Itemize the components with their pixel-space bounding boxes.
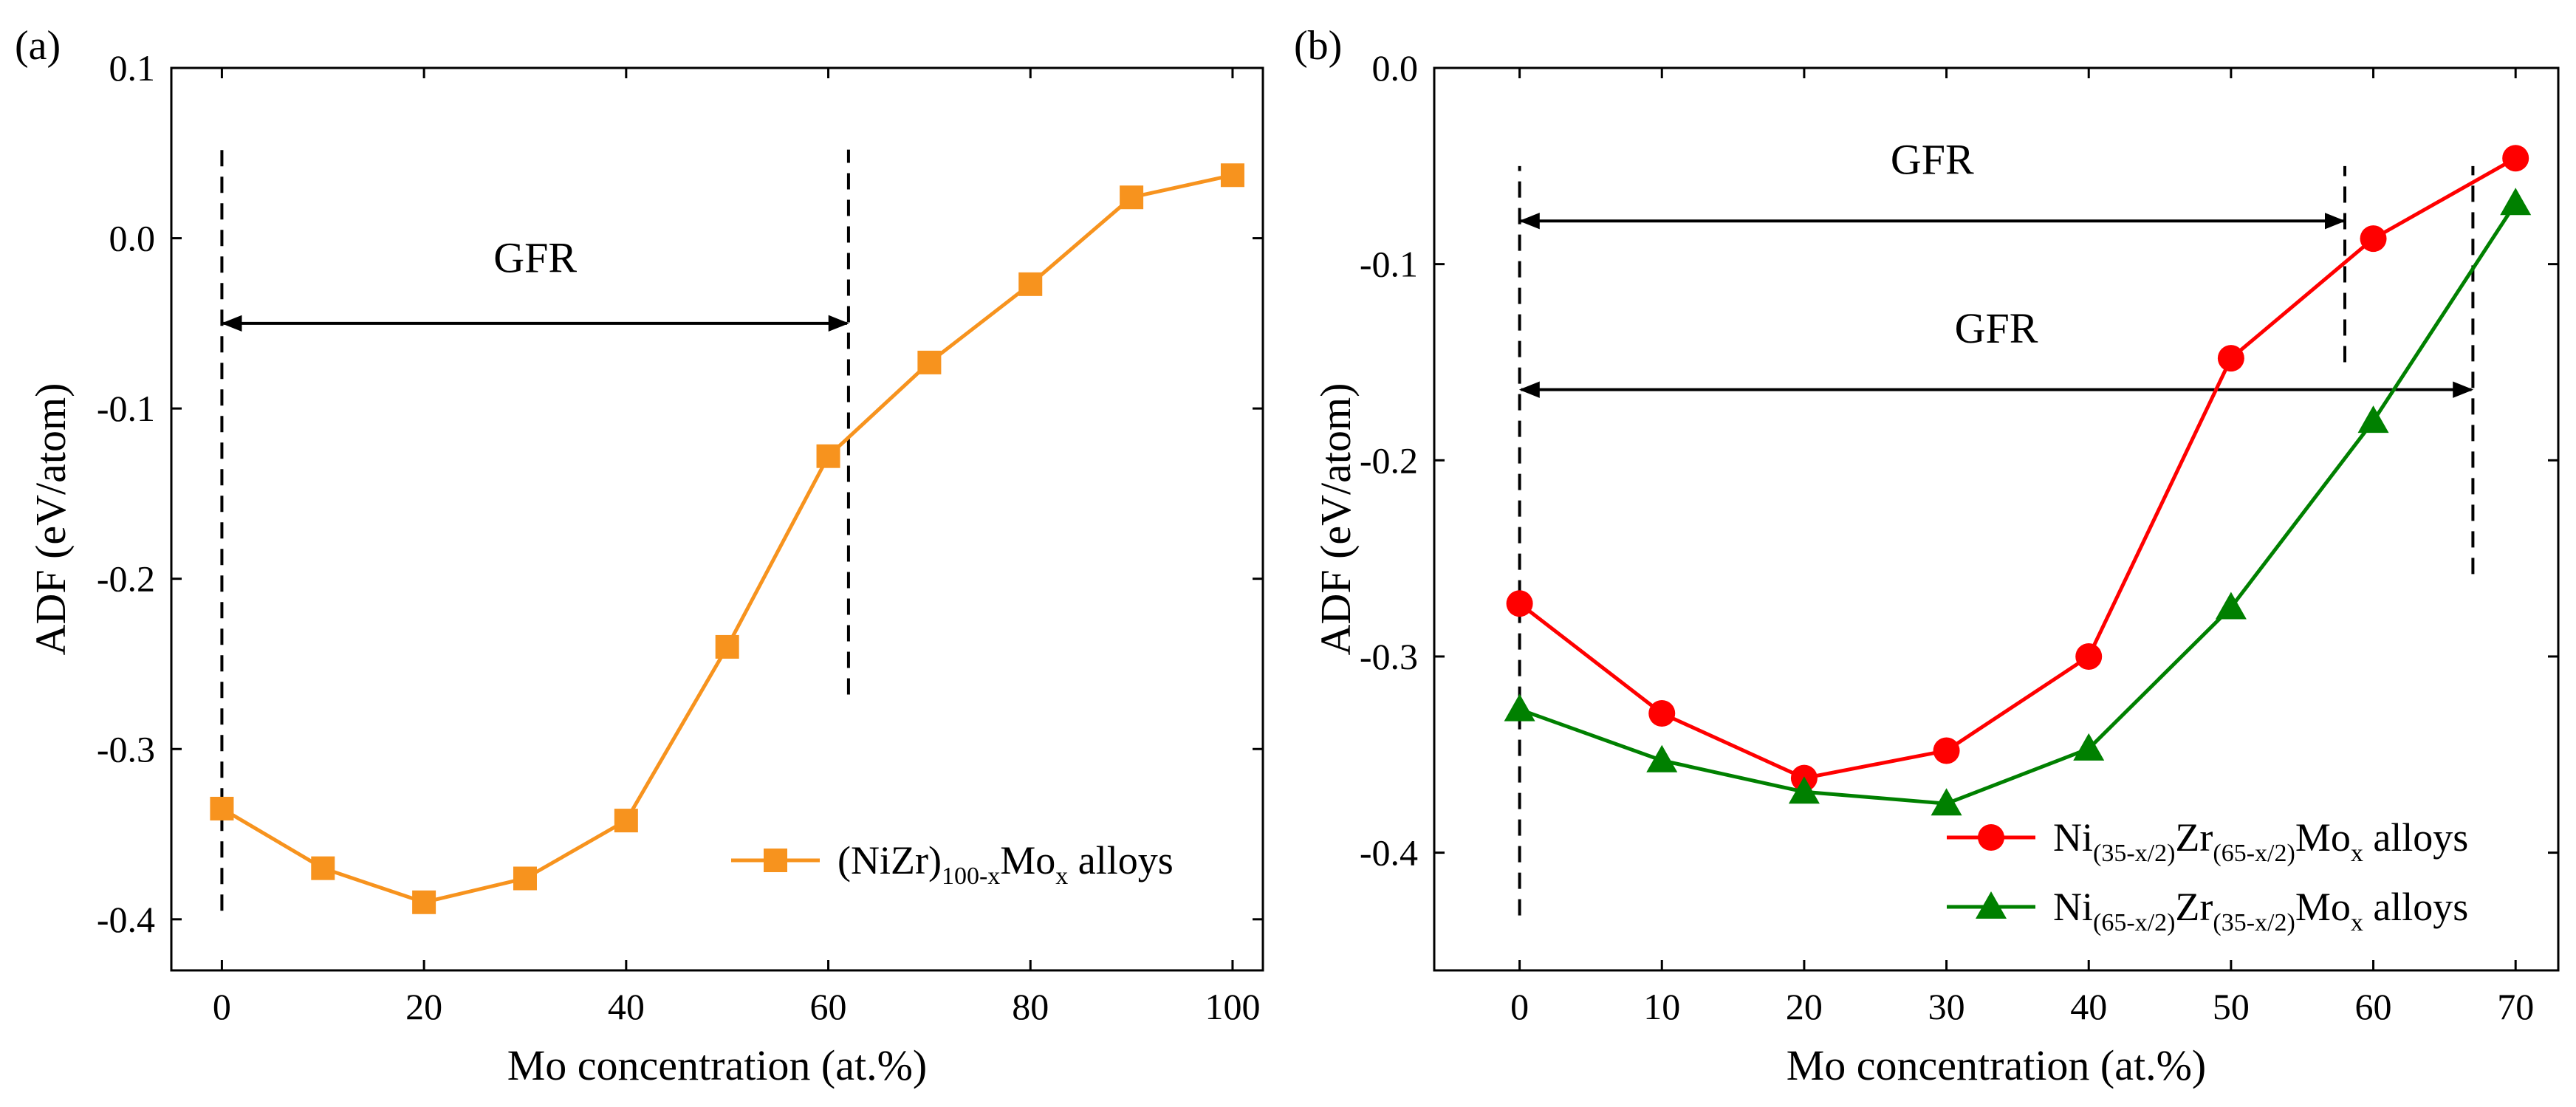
y-tick-label: -0.3 — [97, 728, 155, 770]
legend-subscript: (65-x/2) — [2213, 840, 2295, 867]
panel-label: (b) — [1294, 23, 1342, 69]
x-tick-label: 40 — [2070, 986, 2107, 1027]
data-point — [1648, 699, 1676, 727]
data-point — [2500, 188, 2532, 216]
x-tick-label: 60 — [810, 986, 847, 1027]
data-point — [2217, 345, 2244, 372]
legend-subscript: 100-x — [942, 863, 1000, 890]
data-point — [1506, 590, 1533, 617]
x-tick-label: 20 — [1786, 986, 1823, 1027]
data-point — [1933, 737, 1960, 764]
data-point — [311, 856, 335, 880]
data-point — [412, 890, 436, 914]
legend-entry-label: (NiZr)100-xMox alloys — [837, 838, 1174, 890]
legend-subscript: (35-x/2) — [2093, 840, 2175, 867]
data-point — [715, 634, 739, 659]
y-axis-title: ADF (eV/atom) — [27, 383, 75, 656]
data-point — [1220, 163, 1244, 188]
data-point — [2360, 225, 2387, 253]
y-tick-label: 0.0 — [1372, 47, 1419, 89]
legend-text-part: Mo — [2295, 885, 2351, 929]
data-point — [816, 444, 840, 468]
legend-marker — [1978, 824, 2004, 851]
data-point — [513, 866, 537, 891]
chart-panel-a: (a) 0 20 40 60 80 100 0.1 0.0 -0.1 -0.2 -0.3 -0.4 Mo … — [15, 23, 1264, 1089]
data-point — [1788, 776, 1820, 804]
y-tick-label: 0.1 — [109, 47, 156, 89]
y-tick-label: -0.2 — [1360, 439, 1418, 481]
y-tick-label: 0.0 — [109, 218, 156, 259]
data-point — [614, 809, 638, 833]
series-line — [221, 173, 1233, 905]
data-point — [2073, 733, 2105, 761]
plot-frame — [1433, 66, 2560, 972]
x-tick-label: 60 — [2355, 986, 2392, 1027]
x-tick-label: 10 — [1643, 986, 1680, 1027]
data-point — [2502, 145, 2529, 172]
y-tick-label: -0.2 — [97, 558, 155, 600]
legend-text-part: Ni — [2053, 815, 2093, 860]
legend-marker — [1976, 891, 2007, 919]
legend-text-part: Mo — [1000, 838, 1055, 882]
x-axis-title: Mo concentration (at.%) — [1787, 1041, 2207, 1089]
legend-subscript: (35-x/2) — [2213, 909, 2295, 936]
legend-text-part: Zr — [2175, 815, 2213, 860]
legend-entry-label: Ni(35-x/2)Zr(65-x/2)Mox alloys — [2053, 815, 2468, 867]
legend-text-part: Zr — [2175, 885, 2213, 929]
chart-panel-b: (b) 0 10 20 30 40 50 60 70 0.0 -0.1 -0.2 -0.3 -0.4 Mo … — [1294, 23, 2560, 1089]
data-point — [1504, 693, 1535, 722]
legend-text-part: alloys — [2363, 885, 2469, 929]
x-axis-title: Mo concentration (at.%) — [507, 1041, 928, 1089]
gfr-label: GFR — [493, 234, 577, 282]
legend-entry-label: Ni(65-x/2)Zr(35-x/2)Mox alloys — [2053, 885, 2468, 936]
legend-text-part: Mo — [2295, 815, 2351, 860]
data-point — [2357, 405, 2389, 433]
x-tick-label: 50 — [2213, 986, 2250, 1027]
x-tick-label: 20 — [405, 986, 442, 1027]
gfr-label: GFR — [1891, 135, 1974, 183]
y-tick-label: -0.1 — [1360, 244, 1418, 285]
plot-frame — [170, 66, 1264, 972]
panel-label: (a) — [15, 23, 61, 69]
x-tick-label: 0 — [213, 986, 231, 1027]
legend-text-part: Ni — [2053, 885, 2093, 929]
legend-marker — [764, 849, 787, 872]
gfr-label: GFR — [1955, 304, 2038, 352]
x-tick-label: 80 — [1012, 986, 1049, 1027]
x-tick-label: 40 — [608, 986, 645, 1027]
legend-text-part: alloys — [2363, 815, 2469, 860]
x-tick-label: 0 — [1510, 986, 1529, 1027]
x-tick-label: 100 — [1205, 986, 1260, 1027]
legend-subscript: x — [2351, 840, 2363, 867]
y-tick-label: -0.4 — [1360, 832, 1418, 874]
data-point — [917, 350, 942, 374]
legend-subscript: x — [2351, 909, 2363, 936]
series-line — [1518, 202, 2518, 806]
legend-subscript: (65-x/2) — [2093, 909, 2175, 936]
legend-text-part: (NiZr) — [837, 838, 942, 882]
data-point — [2215, 592, 2247, 620]
data-point — [2075, 642, 2103, 670]
data-point — [1120, 185, 1144, 210]
data-point — [1646, 744, 1678, 772]
data-point — [1018, 272, 1043, 296]
y-tick-label: -0.1 — [97, 388, 155, 429]
y-tick-label: -0.3 — [1360, 636, 1418, 677]
x-tick-label: 70 — [2497, 986, 2534, 1027]
series-line — [1518, 157, 2517, 781]
x-tick-label: 30 — [1928, 986, 1965, 1027]
data-point — [1931, 788, 1962, 816]
data-point — [210, 796, 234, 820]
y-tick-label: -0.4 — [97, 899, 155, 940]
legend-text-part: alloys — [1068, 838, 1174, 882]
legend-subscript: x — [1055, 863, 1068, 890]
y-axis-title: ADF (eV/atom) — [1312, 383, 1360, 656]
